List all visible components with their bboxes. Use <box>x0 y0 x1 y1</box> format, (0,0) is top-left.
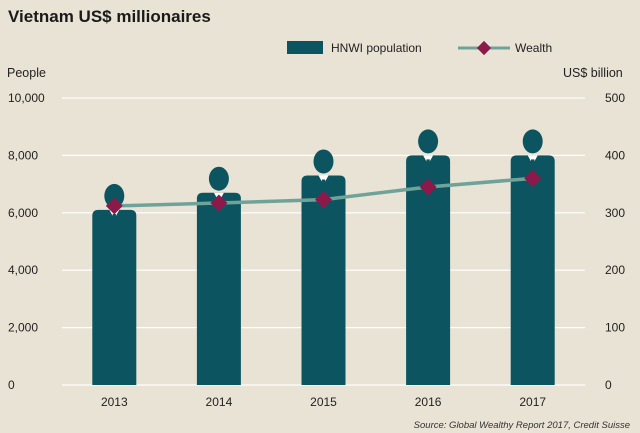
bar-tie <box>111 213 117 230</box>
right-tick-label: 400 <box>605 148 625 162</box>
x-tick-label: 2015 <box>310 395 337 409</box>
right-tick-label: 300 <box>605 206 625 220</box>
right-tick-label: 500 <box>605 91 625 105</box>
source-note: Source: Global Wealthy Report 2017, Cred… <box>414 420 630 431</box>
bar-head <box>522 129 543 154</box>
bar-head <box>313 149 334 174</box>
bar-head <box>208 166 229 191</box>
bar-2016 <box>406 129 451 385</box>
left-tick-label: 4,000 <box>8 263 38 277</box>
x-tick-label: 2014 <box>206 395 233 409</box>
left-tick-label: 10,000 <box>8 91 45 105</box>
left-tick-label: 2,000 <box>8 321 38 335</box>
x-tick-label: 2013 <box>101 395 128 409</box>
bars <box>92 129 555 385</box>
wealth-series <box>105 169 542 215</box>
x-tick-label: 2017 <box>519 395 546 409</box>
left-tick-label: 6,000 <box>8 206 38 220</box>
right-tick-label: 0 <box>605 378 612 392</box>
left-axis-unit: People <box>7 66 46 80</box>
bar-head <box>418 129 439 154</box>
x-axis-ticks: 2013 2014 2015 2016 2017 <box>101 395 546 409</box>
legend-swatch-wealth-marker <box>476 40 492 56</box>
right-axis-ticks: 0 100 200 300 400 500 <box>605 91 625 392</box>
bar-body <box>406 155 451 385</box>
x-tick-label: 2016 <box>415 395 442 409</box>
wealth-point-2017 <box>524 169 542 187</box>
bar-body <box>196 192 241 385</box>
legend-swatch-hnwi <box>287 41 323 54</box>
wealth-point-2014 <box>210 194 228 212</box>
bar-body <box>301 175 346 385</box>
right-tick-label: 100 <box>605 321 625 335</box>
wealth-point-2015 <box>315 191 332 209</box>
wealth-point-2013 <box>105 197 123 215</box>
left-tick-label: 0 <box>8 378 15 392</box>
legend-label-wealth: Wealth <box>515 41 552 55</box>
bar-body <box>510 155 555 385</box>
right-axis-unit: US$ billion <box>563 66 623 80</box>
bar-2017 <box>510 129 555 385</box>
chart-title: Vietnam US$ millionaires <box>8 7 211 26</box>
bar-2015 <box>301 149 346 385</box>
left-tick-label: 8,000 <box>8 148 38 162</box>
legend: HNWI population Wealth <box>287 40 552 56</box>
bar-head <box>104 183 125 208</box>
bar-body <box>92 209 137 385</box>
bar-tie <box>425 159 431 176</box>
legend-label-hnwi: HNWI population <box>331 41 422 55</box>
bar-tie <box>321 179 326 196</box>
left-axis-ticks: 0 2,000 4,000 6,000 8,000 10,000 <box>8 91 45 392</box>
right-tick-label: 200 <box>605 263 625 277</box>
wealth-point-2016 <box>419 178 437 196</box>
bar-2013 <box>92 183 137 385</box>
